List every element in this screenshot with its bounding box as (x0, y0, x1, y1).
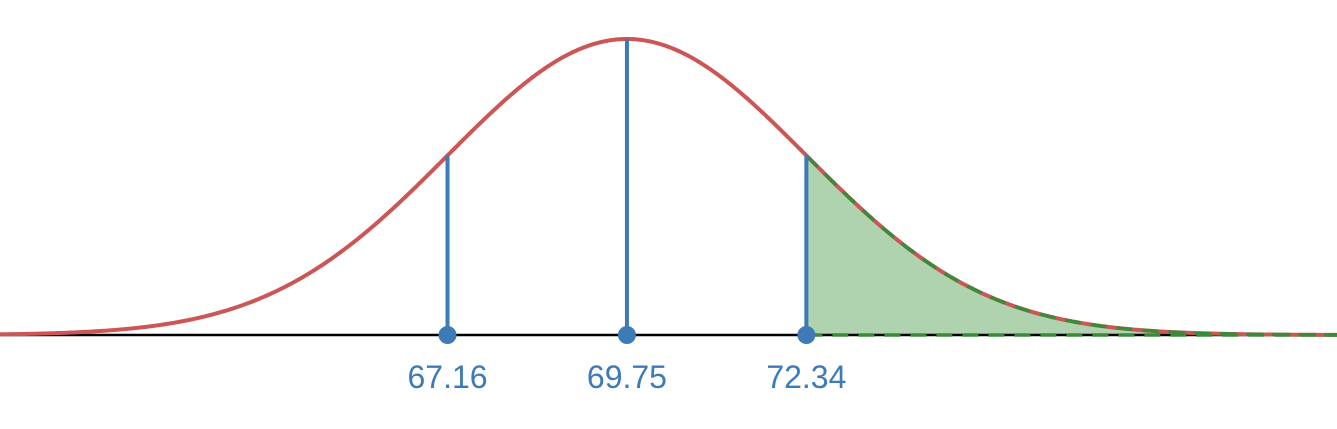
shaded-region-layer (806, 155, 1337, 335)
marker-layer (438, 39, 816, 344)
density-curve (0, 36, 1337, 337)
marker-dot (438, 326, 457, 344)
marker-dot (617, 326, 636, 344)
tick-label: 67.16 (407, 359, 487, 395)
tick-label: 69.75 (587, 359, 667, 395)
tick-label-layer: 67.16 69.75 72.34 (407, 359, 846, 395)
tick-label: 72.34 (766, 359, 846, 395)
curve-layer (0, 36, 1337, 337)
marker-dot (797, 326, 816, 344)
shaded-area (806, 155, 1337, 335)
